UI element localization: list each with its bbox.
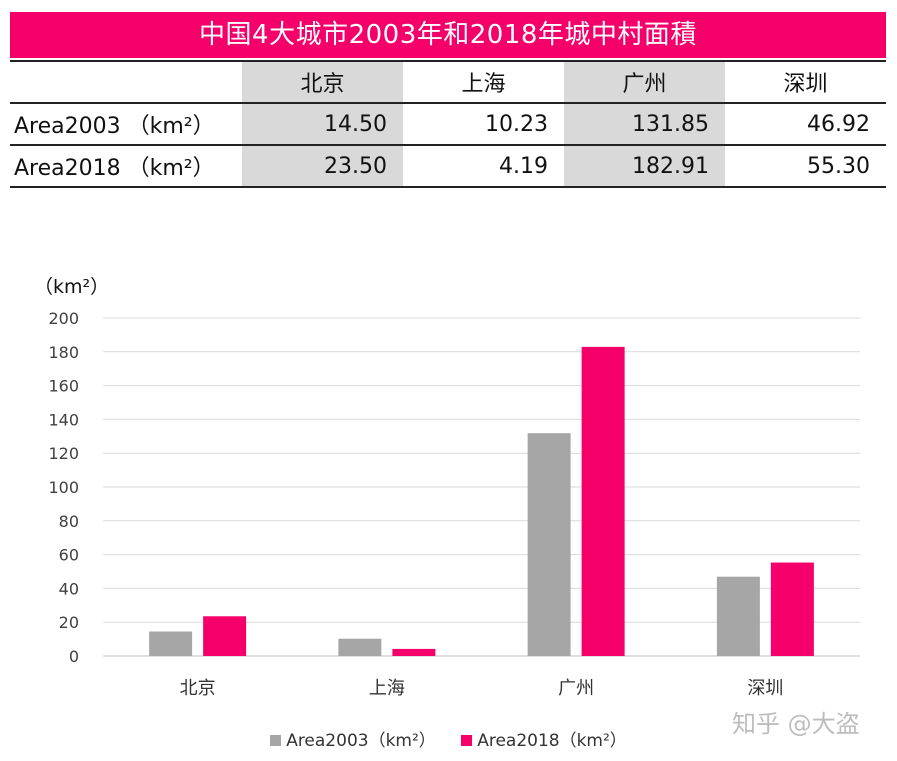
row-label: Area2018 （km²）	[10, 145, 242, 188]
y-tick-label: 0	[69, 647, 79, 666]
bar-2018	[203, 616, 247, 656]
legend-item: Area2018（km²）	[461, 726, 627, 751]
bar-2003	[716, 576, 760, 656]
legend-item: Area2003（km²）	[270, 726, 436, 751]
table-title: 中国4大城市2003年和2018年城中村面積	[10, 12, 886, 58]
table-row: Area2003 （km²） 14.50 10.23 131.85 46.92	[10, 103, 886, 146]
y-tick-label: 20	[59, 613, 79, 632]
table-cell: 10.23	[403, 103, 564, 146]
y-tick-label: 200	[48, 309, 79, 328]
y-tick-label: 120	[48, 444, 79, 463]
legend-swatch	[270, 735, 282, 746]
column-header: 广州	[564, 60, 725, 104]
data-table: 北京 上海 广州 深圳 Area2003 （km²） 14.50 10.23 1…	[10, 60, 886, 188]
row-label: Area2003 （km²）	[10, 103, 242, 146]
table-cell: 4.19	[403, 145, 564, 188]
legend-swatch	[461, 735, 473, 746]
watermark: 知乎 @大盗	[732, 710, 860, 738]
y-tick-label: 140	[48, 410, 79, 429]
table-row: Area2018 （km²） 23.50 4.19 182.91 55.30	[10, 145, 886, 188]
table-cell: 23.50	[242, 145, 403, 188]
legend-label: Area2018（km²）	[477, 731, 627, 751]
y-tick-label: 60	[59, 546, 79, 565]
y-tick-label: 100	[48, 478, 79, 497]
x-tick-label: 上海	[369, 678, 405, 699]
table-cell: 131.85	[564, 103, 725, 146]
header-empty-cell	[10, 60, 242, 104]
column-header: 深圳	[725, 60, 886, 104]
x-tick-label: 北京	[180, 678, 216, 699]
bar-2018	[770, 562, 814, 656]
y-axis-unit-label: （km²）	[34, 276, 110, 298]
table-header-row: 北京 上海 广州 深圳	[10, 60, 886, 104]
column-header: 上海	[403, 60, 564, 104]
y-tick-label: 80	[59, 512, 79, 531]
table-cell: 182.91	[564, 145, 725, 188]
bar-2018	[581, 346, 625, 656]
table-cell: 55.30	[725, 145, 886, 188]
y-tick-label: 160	[48, 377, 79, 396]
bar-2003	[149, 631, 193, 656]
column-header: 北京	[242, 60, 403, 104]
x-tick-label: 深圳	[747, 678, 783, 699]
y-tick-label: 40	[59, 579, 79, 598]
table-cell: 46.92	[725, 103, 886, 146]
y-tick-label: 180	[48, 343, 79, 362]
bar-2003	[527, 433, 571, 656]
bar-2018	[392, 648, 436, 656]
x-tick-label: 广州	[558, 678, 594, 699]
legend-label: Area2003（km²）	[286, 731, 436, 751]
chart-legend: Area2003（km²） Area2018（km²）	[0, 726, 897, 751]
table-cell: 14.50	[242, 103, 403, 146]
bar-2003	[338, 638, 382, 656]
